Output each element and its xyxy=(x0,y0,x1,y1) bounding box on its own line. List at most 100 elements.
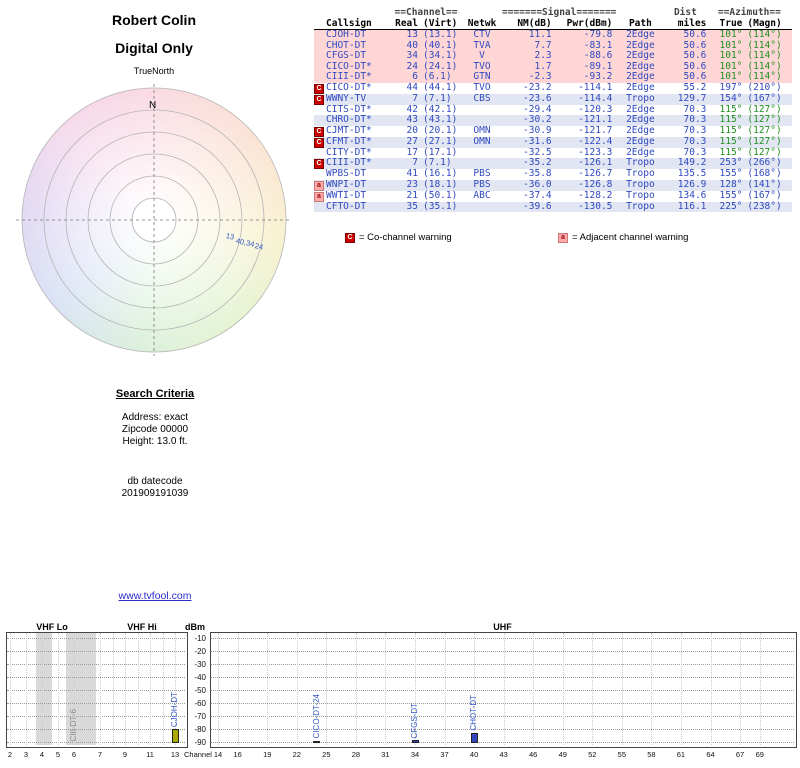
cell-path: 2Edge xyxy=(626,103,655,115)
cell-path: Tropo xyxy=(626,189,655,201)
y-tick-label: -90 xyxy=(194,738,206,747)
cell-pwr: -123.3 xyxy=(578,146,613,158)
cell-magn: (114°) xyxy=(747,71,782,82)
grid-line-v xyxy=(10,633,11,745)
cell-real: 43 xyxy=(406,114,418,125)
cell-nm: 2.3 xyxy=(534,50,552,61)
cell-real: 34 xyxy=(406,50,418,61)
cell-virt: (20.1) xyxy=(423,124,458,136)
warning-marker: C xyxy=(314,83,324,94)
cell-real: 13 xyxy=(406,29,418,40)
cell-real: 7 xyxy=(412,157,418,169)
grid-line-h xyxy=(7,651,185,652)
cell-miles: 129.7 xyxy=(677,92,707,104)
legend-co-channel: C = Co-channel warning xyxy=(345,232,452,243)
cell-nm: 7.7 xyxy=(534,39,552,51)
cell-true: 154° xyxy=(719,92,743,104)
channel-tick-label: 11 xyxy=(146,750,154,759)
legend-adjacent-channel: a = Adjacent channel warning xyxy=(558,232,688,243)
adjacent-channel-warning-text: = Adjacent channel warning xyxy=(572,232,689,243)
cell-nm: 11.1 xyxy=(528,29,552,40)
cell-pwr: -121.1 xyxy=(578,114,613,125)
cell-pwr: -83.1 xyxy=(583,39,613,51)
channel-tick-label: 31 xyxy=(381,750,390,759)
adjacent-channel-warning-icon: a xyxy=(314,191,324,202)
search-address: Address: exact xyxy=(121,412,189,423)
cell-path: Tropo xyxy=(626,200,655,212)
cell-virt: (27.1) xyxy=(423,135,458,147)
channel-tick-label: 52 xyxy=(588,750,597,759)
table-row: C CJMT-DT* 20 (20.1) OMN -30.9 -121.7 2Edge 70.3… xyxy=(314,124,793,137)
channel-tick-label: 43 xyxy=(499,750,508,759)
cell-true: 155° xyxy=(719,168,743,179)
report-title-mode: Digital Only xyxy=(115,40,193,56)
cell-call: CICO-DT* xyxy=(326,81,372,93)
cell-pwr: -114.1 xyxy=(578,81,613,93)
signal-bar xyxy=(411,740,419,743)
grid-line-v xyxy=(74,633,75,745)
channel-tick-label: 22 xyxy=(292,750,301,759)
cell-true: 101° xyxy=(719,39,743,51)
adjacent-channel-warning-icon: a xyxy=(558,232,568,243)
cell-call: CICO-DT* xyxy=(326,60,372,72)
channel-tick-label: 13 xyxy=(170,750,180,759)
channel-tick-label: 5 xyxy=(55,750,61,759)
table-row: a WNPI-DT 23 (18.1) PBS -36.0 -126.8 Tropo 126.9… xyxy=(314,179,793,191)
cell-net: CTV xyxy=(473,29,491,40)
signal-bar xyxy=(313,740,320,743)
cell-real: 44 xyxy=(406,81,418,93)
search-height: Height: 13.0 ft. xyxy=(122,436,188,447)
cell-magn: (127°) xyxy=(747,103,782,115)
grid-line-v xyxy=(503,633,505,745)
cell-virt: (16.1) xyxy=(423,168,458,179)
cell-call: CFMT-DT* xyxy=(326,135,372,147)
grid-line-v xyxy=(326,633,328,745)
grid-line-v xyxy=(474,633,476,745)
tvfool-link[interactable]: www.tvfool.com xyxy=(118,590,192,602)
cell-magn: (114°) xyxy=(747,29,782,40)
station-label: CHOT-DT xyxy=(469,695,479,732)
cell-virt: (35.1) xyxy=(423,200,458,212)
y-tick-label: -80 xyxy=(194,725,206,734)
cell-magn: (127°) xyxy=(747,124,782,136)
cell-magn: (210°) xyxy=(747,81,782,93)
cell-true: 115° xyxy=(719,114,743,125)
cell-magn: (167°) xyxy=(747,189,782,201)
cell-net: TVO xyxy=(473,81,491,93)
adjacent-channel-warning-icon: a xyxy=(314,180,324,191)
cell-path: Tropo xyxy=(626,92,655,104)
grid-line-v xyxy=(267,633,269,745)
cell-nm: -2.3 xyxy=(528,71,552,82)
table-row: C WWNY-TV 7 (7.1) CBS -23.6 -114.4 Tropo 129.7 15… xyxy=(314,92,793,105)
grid-line-h xyxy=(7,690,185,691)
cell-path: 2Edge xyxy=(626,81,655,93)
grid-line-v xyxy=(385,633,387,745)
grid-line-h xyxy=(211,703,794,704)
cell-call: CITS-DT* xyxy=(326,103,372,115)
cell-miles: 50.6 xyxy=(683,50,707,61)
cell-virt: (43.1) xyxy=(423,114,458,125)
channel-tick-label: 34 xyxy=(410,750,420,759)
table-row: CFTO-DT 35 (35.1) -39.6 -130.5 Tropo 116.1 225°… xyxy=(314,200,793,212)
cell-net: GTN xyxy=(473,71,491,82)
cell-call: CFTO-DT xyxy=(326,200,367,212)
cell-magn: (114°) xyxy=(747,39,782,51)
grid-line-h xyxy=(7,638,185,639)
cell-real: 35 xyxy=(406,200,418,212)
cell-true: 155° xyxy=(719,189,743,201)
grid-line-v xyxy=(58,633,59,745)
cell-nm: -23.2 xyxy=(523,81,552,93)
table-row: CHRO-DT* 43 (43.1) -30.2 -121.1 2Edge 70.3 115°… xyxy=(314,114,793,126)
station-label: CICO-DT-24 xyxy=(311,694,321,739)
grid-line-h xyxy=(7,703,185,704)
cell-real: 21 xyxy=(406,189,418,201)
warning-marker xyxy=(314,115,324,126)
channel-tick-label: 55 xyxy=(617,750,627,759)
col-magn: (Magn) xyxy=(742,18,793,30)
cell-net: TVA xyxy=(473,39,491,51)
cell-net: OMN xyxy=(473,124,491,136)
warning-marker xyxy=(314,41,324,52)
cell-net: PBS xyxy=(473,168,491,179)
cell-pwr: -120.3 xyxy=(578,103,613,115)
cell-pwr: -126.7 xyxy=(578,168,613,179)
